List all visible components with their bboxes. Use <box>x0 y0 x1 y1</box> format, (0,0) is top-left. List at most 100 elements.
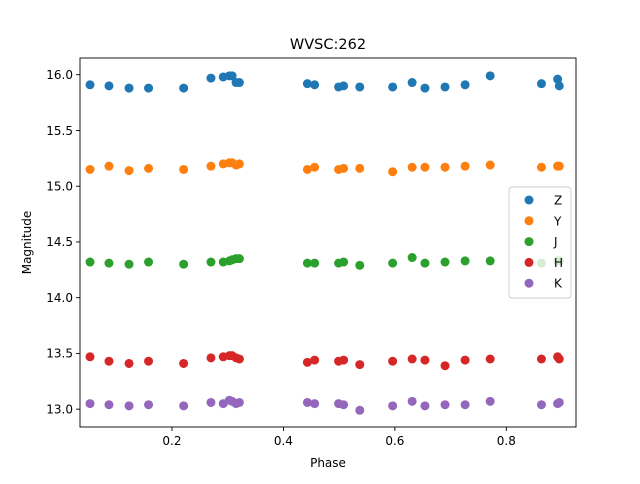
data-point-z-14 <box>339 81 349 91</box>
data-point-z-20 <box>460 80 470 90</box>
data-point-y-20 <box>460 161 470 171</box>
data-point-y-16 <box>388 167 398 177</box>
legend-box <box>508 186 572 299</box>
data-point-y-24 <box>554 161 564 171</box>
data-point-k-0 <box>85 399 95 409</box>
legend-label-y: Y <box>553 214 562 228</box>
data-point-h-18 <box>420 355 430 365</box>
data-point-y-3 <box>144 163 154 173</box>
data-point-y-15 <box>355 163 365 173</box>
data-point-k-11 <box>302 397 312 407</box>
data-point-z-21 <box>485 71 495 81</box>
chart-title: WVSC:262 <box>290 37 366 53</box>
data-point-k-5 <box>206 397 216 407</box>
data-point-z-12 <box>310 80 320 90</box>
data-point-h-10 <box>234 354 244 364</box>
data-point-k-14 <box>339 400 349 410</box>
data-point-z-1 <box>104 81 114 91</box>
data-point-y-10 <box>234 159 244 169</box>
legend-label-h: H <box>554 256 563 270</box>
y-tick-label: 15.0 <box>46 180 73 194</box>
data-point-j-17 <box>407 253 417 263</box>
legend-label-j: J <box>553 235 558 249</box>
data-point-j-16 <box>388 258 398 268</box>
data-point-h-21 <box>485 354 495 364</box>
x-tick-label: 0.2 <box>162 434 181 448</box>
data-point-z-15 <box>355 82 365 92</box>
x-axis-ticks: 0.2 0.4 0.6 0.8 <box>162 427 516 448</box>
y-tick-label: 13.5 <box>46 347 73 361</box>
data-point-z-10 <box>234 78 244 88</box>
x-tick-label: 0.6 <box>385 434 404 448</box>
data-point-h-22 <box>536 354 546 364</box>
data-point-y-2 <box>124 166 134 176</box>
x-tick-label: 0.8 <box>497 434 516 448</box>
data-point-k-20 <box>460 400 470 410</box>
legend-marker-j <box>524 237 534 247</box>
data-point-y-0 <box>85 164 95 174</box>
data-point-z-11 <box>302 79 312 89</box>
data-point-j-14 <box>339 257 349 267</box>
data-point-y-11 <box>302 164 312 174</box>
data-point-z-0 <box>85 80 95 90</box>
y-axis-label: Magnitude <box>20 211 34 275</box>
data-point-z-24 <box>554 81 564 91</box>
x-tick-label: 0.4 <box>274 434 293 448</box>
data-point-h-20 <box>460 355 470 365</box>
y-tick-label: 15.5 <box>46 124 73 138</box>
y-axis-ticks: 13.0 13.5 14.0 14.5 15.0 15.5 16.0 <box>46 68 80 416</box>
data-point-z-2 <box>124 83 134 93</box>
data-point-k-22 <box>536 400 546 410</box>
data-point-y-1 <box>104 161 114 171</box>
data-point-k-1 <box>104 400 114 410</box>
data-point-y-4 <box>179 164 189 174</box>
data-point-k-10 <box>234 397 244 407</box>
data-point-h-16 <box>388 356 398 366</box>
data-point-j-15 <box>355 260 365 270</box>
data-point-y-19 <box>440 162 450 172</box>
data-point-y-22 <box>536 162 546 172</box>
data-point-j-20 <box>460 256 470 266</box>
data-point-j-4 <box>179 259 189 269</box>
x-axis-label: Phase <box>310 456 346 470</box>
data-point-k-18 <box>420 401 430 411</box>
plot-frame <box>79 57 577 428</box>
data-point-k-2 <box>124 401 134 411</box>
data-point-j-1 <box>104 258 114 268</box>
data-point-j-10 <box>234 254 244 264</box>
data-point-h-14 <box>339 355 349 365</box>
data-point-y-12 <box>310 162 320 172</box>
data-point-z-17 <box>407 78 417 88</box>
data-point-k-21 <box>485 396 495 406</box>
data-point-j-19 <box>440 257 450 267</box>
data-point-h-1 <box>104 356 114 366</box>
data-point-h-2 <box>124 358 134 368</box>
data-point-h-5 <box>206 353 216 363</box>
legend-marker-h <box>524 257 534 267</box>
legend-marker-k <box>524 278 534 288</box>
data-point-h-12 <box>310 355 320 365</box>
data-point-k-17 <box>407 396 417 406</box>
y-tick-label: 16.0 <box>46 68 73 82</box>
data-point-y-17 <box>407 162 417 172</box>
data-point-k-15 <box>355 405 365 415</box>
legend-label-k: K <box>554 277 563 291</box>
data-point-z-16 <box>388 82 398 92</box>
data-point-j-2 <box>124 259 134 269</box>
data-point-z-3 <box>144 83 154 93</box>
data-point-h-3 <box>144 356 154 366</box>
data-point-z-5 <box>206 73 216 83</box>
data-point-j-3 <box>144 257 154 267</box>
data-point-z-8 <box>227 71 237 81</box>
data-point-y-21 <box>485 160 495 170</box>
data-point-z-18 <box>420 83 430 93</box>
legend-marker-y <box>524 216 534 226</box>
data-point-h-17 <box>407 354 417 364</box>
data-point-k-3 <box>144 400 154 410</box>
data-point-h-4 <box>179 358 189 368</box>
data-point-j-0 <box>85 257 95 267</box>
legend-label-z: Z <box>554 194 562 208</box>
data-point-k-24 <box>554 397 564 407</box>
